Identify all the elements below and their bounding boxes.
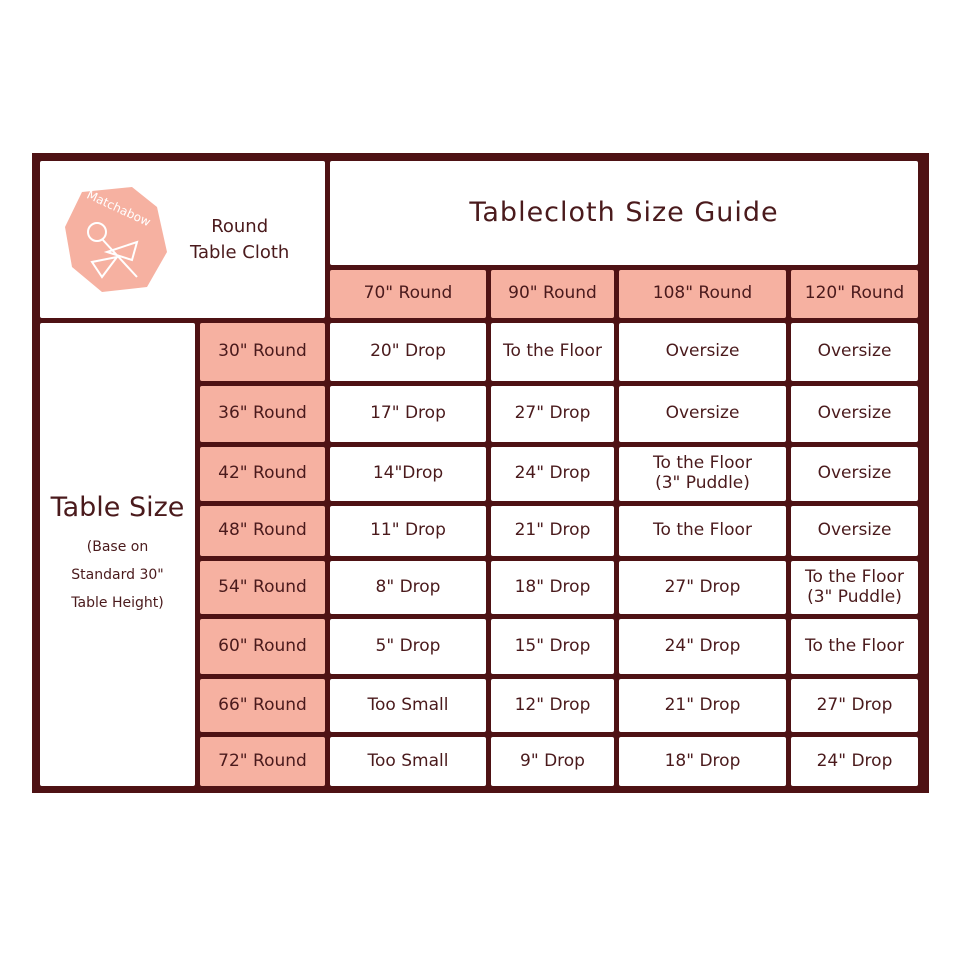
table-cell: 14"Drop bbox=[330, 447, 486, 501]
matchabow-logo-icon: Matchabow bbox=[65, 187, 167, 292]
table-cell: To the Floor bbox=[491, 323, 614, 381]
row-header: 30" Round bbox=[200, 323, 325, 381]
table-cell: 18" Drop bbox=[491, 561, 614, 614]
table-cell: 24" Drop bbox=[791, 737, 918, 786]
table-cell: 9" Drop bbox=[491, 737, 614, 786]
column-header: 70" Round bbox=[330, 270, 486, 318]
table-cell: Too Small bbox=[330, 737, 486, 786]
table-cell: To the Floor (3" Puddle) bbox=[791, 561, 918, 614]
side-label-note: Table Height) bbox=[71, 595, 164, 612]
row-header: 60" Round bbox=[200, 619, 325, 674]
table-cell: Oversize bbox=[619, 386, 786, 442]
row-header: 36" Round bbox=[200, 386, 325, 442]
row-header: 72" Round bbox=[200, 737, 325, 786]
row-header: 54" Round bbox=[200, 561, 325, 614]
side-label-note: Standard 30" bbox=[71, 567, 164, 584]
row-header: 48" Round bbox=[200, 506, 325, 556]
table-cell: Oversize bbox=[791, 506, 918, 556]
page-title: Tablecloth Size Guide bbox=[330, 161, 918, 265]
table-cell: 8" Drop bbox=[330, 561, 486, 614]
table-cell: 27" Drop bbox=[491, 386, 614, 442]
table-cell: 15" Drop bbox=[491, 619, 614, 674]
side-label-title: Table Size bbox=[50, 491, 185, 523]
side-label-note: (Base on bbox=[86, 539, 149, 556]
table-cell: 5" Drop bbox=[330, 619, 486, 674]
row-header: 42" Round bbox=[200, 447, 325, 501]
table-cell: Oversize bbox=[791, 323, 918, 381]
column-header: 90" Round bbox=[491, 270, 614, 318]
corner-cell: Matchabow Round Table Cloth bbox=[40, 161, 325, 318]
table-cell: Oversize bbox=[791, 447, 918, 501]
table-cell: 18" Drop bbox=[619, 737, 786, 786]
size-guide-table: Matchabow Round Table Cloth Tablecloth S… bbox=[32, 153, 929, 793]
table-cell: To the Floor bbox=[791, 619, 918, 674]
corner-label-line: Table Cloth bbox=[190, 241, 290, 263]
corner-label-line: Round bbox=[211, 216, 269, 238]
table-cell: 24" Drop bbox=[619, 619, 786, 674]
table-cell: Oversize bbox=[791, 386, 918, 442]
table-cell: 21" Drop bbox=[491, 506, 614, 556]
row-header: 66" Round bbox=[200, 679, 325, 732]
table-cell: 20" Drop bbox=[330, 323, 486, 381]
column-header: 108" Round bbox=[619, 270, 786, 318]
table-cell: 27" Drop bbox=[619, 561, 786, 614]
table-cell: 24" Drop bbox=[491, 447, 614, 501]
table-cell: 21" Drop bbox=[619, 679, 786, 732]
side-label: Table Size (Base on Standard 30" Table H… bbox=[40, 323, 195, 786]
table-cell: To the Floor bbox=[619, 506, 786, 556]
table-cell: Too Small bbox=[330, 679, 486, 732]
column-header: 120" Round bbox=[791, 270, 918, 318]
table-cell: Oversize bbox=[619, 323, 786, 381]
table-cell: 17" Drop bbox=[330, 386, 486, 442]
table-cell: 27" Drop bbox=[791, 679, 918, 732]
table-cell: 11" Drop bbox=[330, 506, 486, 556]
table-cell: 12" Drop bbox=[491, 679, 614, 732]
table-cell: To the Floor (3" Puddle) bbox=[619, 447, 786, 501]
